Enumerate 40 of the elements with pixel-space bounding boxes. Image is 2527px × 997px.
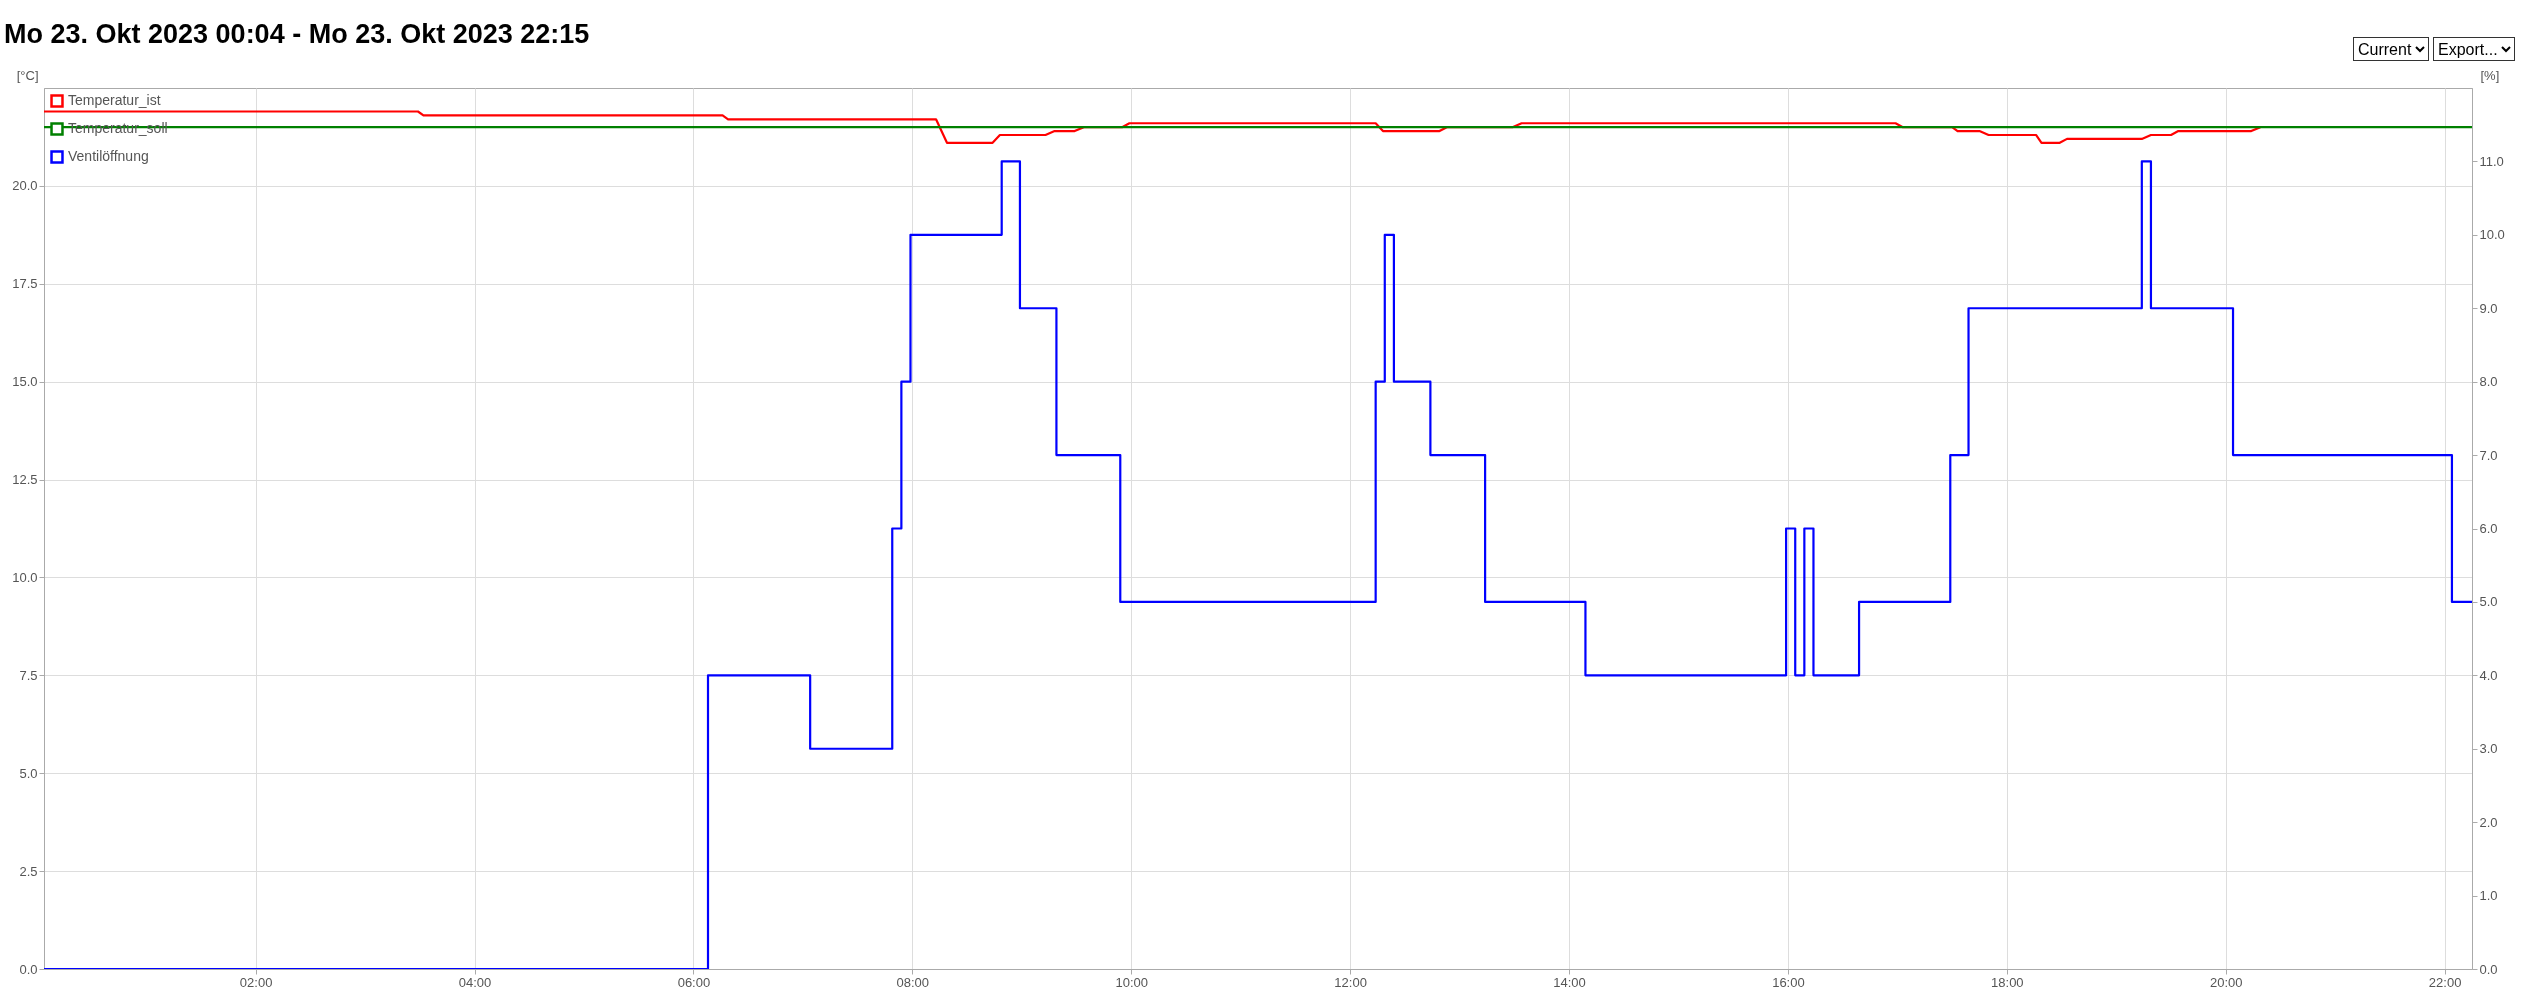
y-axis-title: [°C] (16, 67, 39, 83)
x-tick-label: 06:00 (677, 974, 711, 990)
y-tick-label: 5.0 (19, 765, 38, 781)
dropdown: Current (2353, 37, 2429, 61)
y2-tick-label: 4.0 (2479, 667, 2498, 683)
y-tick-label: 15.0 (12, 374, 38, 390)
legend-label: Temperatur_ist (68, 92, 161, 108)
y-tick-label: 0.0 (19, 961, 38, 977)
x-tick-label: 10:00 (1115, 974, 1148, 990)
y2-tick-label: 9.0 (2479, 300, 2498, 316)
x-tick-label: 20:00 (2209, 974, 2243, 990)
y-tick-label: 20.0 (12, 178, 38, 194)
y2-tick-label: 2.0 (2479, 814, 2498, 830)
y-tick-label: 17.5 (12, 276, 38, 292)
y2-tick-label: 0.0 (2479, 961, 2498, 977)
y-tick-label: 2.5 (19, 863, 38, 879)
x-tick-label: 04:00 (458, 974, 492, 990)
y-tick-label: 10.0 (12, 569, 38, 585)
y2-tick-label: 8.0 (2479, 374, 2498, 390)
x-tick-label: 08:00 (896, 974, 930, 990)
y-tick-label: 12.5 (12, 472, 38, 488)
y2-tick-label: 6.0 (2479, 521, 2498, 536)
legend-label: Ventilöffnung (68, 148, 149, 164)
x-tick-label: 02:00 (239, 974, 273, 990)
x-tick-label: 18:00 (1991, 974, 2024, 990)
x-tick-label: 12:00 (1334, 974, 1367, 990)
y2-tick-label: 10.0 (2479, 227, 2505, 243)
line-series (44, 110, 2262, 144)
y2-tick-label: 11.0 (2479, 153, 2504, 169)
y2-tick-label: 1.0 (2479, 888, 2498, 904)
x-tick-label: 14:00 (1553, 974, 1586, 990)
x-tick-label: 22:00 (2428, 974, 2462, 990)
dropdown: Export... (2433, 37, 2515, 61)
x-tick-label: 16:00 (1772, 974, 1805, 990)
chart-title: Mo 23. Okt 2023 00:04 - Mo 23. Okt 2023 22:15 (4, 19, 590, 49)
y-tick-label: 7.5 (19, 667, 38, 683)
y2-tick-label: 5.0 (2479, 594, 2498, 610)
y2-tick-label: 7.0 (2479, 447, 2498, 463)
y2-tick-label: 3.0 (2479, 741, 2498, 757)
y2-axis-title: [%] (2480, 67, 2500, 83)
